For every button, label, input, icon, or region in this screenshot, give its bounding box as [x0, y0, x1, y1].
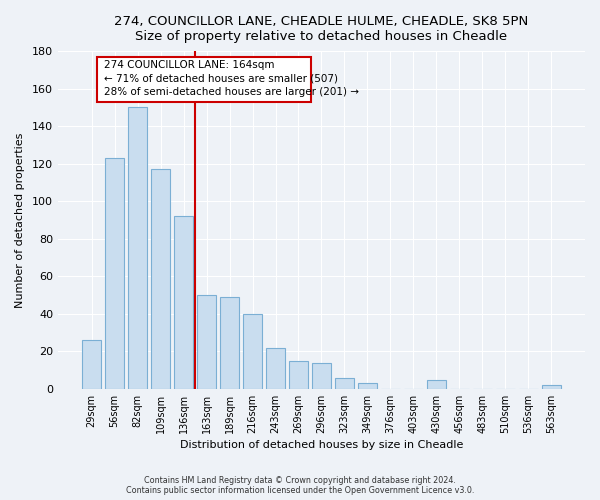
- Title: 274, COUNCILLOR LANE, CHEADLE HULME, CHEADLE, SK8 5PN
Size of property relative : 274, COUNCILLOR LANE, CHEADLE HULME, CHE…: [115, 15, 529, 43]
- Bar: [151, 170, 170, 389]
- Bar: [243, 314, 262, 389]
- Bar: [358, 384, 377, 389]
- Bar: [174, 216, 193, 389]
- Bar: [82, 340, 101, 389]
- Bar: [427, 380, 446, 389]
- X-axis label: Distribution of detached houses by size in Cheadle: Distribution of detached houses by size …: [180, 440, 463, 450]
- Bar: [335, 378, 354, 389]
- Bar: [289, 361, 308, 389]
- Bar: [311, 362, 331, 389]
- Bar: [128, 108, 148, 389]
- Text: ← 71% of detached houses are smaller (507): ← 71% of detached houses are smaller (50…: [104, 74, 338, 84]
- Bar: [542, 385, 561, 389]
- Bar: [266, 348, 285, 389]
- Bar: [197, 295, 217, 389]
- Text: 28% of semi-detached houses are larger (201) →: 28% of semi-detached houses are larger (…: [104, 87, 359, 97]
- Y-axis label: Number of detached properties: Number of detached properties: [15, 132, 25, 308]
- Text: Contains HM Land Registry data © Crown copyright and database right 2024.
Contai: Contains HM Land Registry data © Crown c…: [126, 476, 474, 495]
- Bar: [220, 297, 239, 389]
- Text: 274 COUNCILLOR LANE: 164sqm: 274 COUNCILLOR LANE: 164sqm: [104, 60, 275, 70]
- FancyBboxPatch shape: [97, 56, 311, 102]
- Bar: [105, 158, 124, 389]
